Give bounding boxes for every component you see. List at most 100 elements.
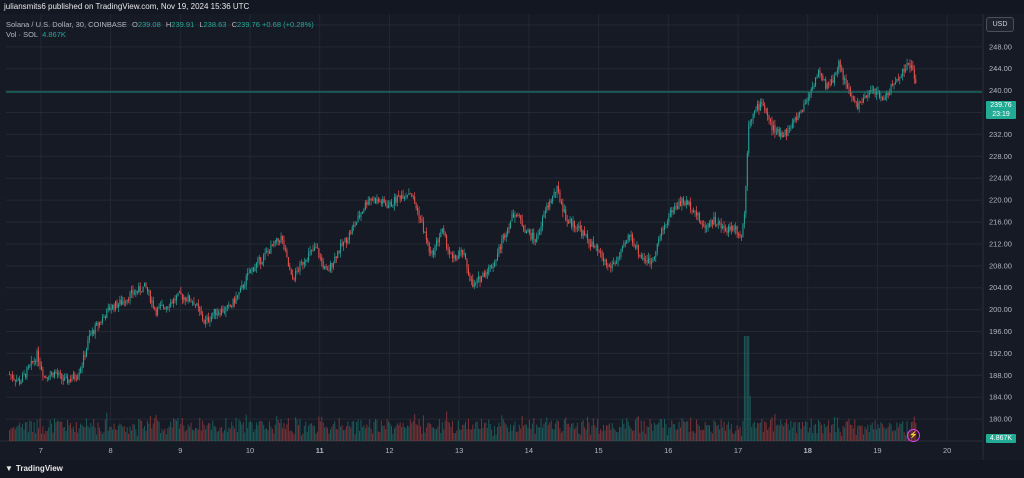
volume-bar	[261, 421, 263, 441]
candle-body	[237, 295, 239, 298]
volume-bar	[54, 418, 56, 441]
volume-bar	[656, 424, 658, 441]
volume-bar	[671, 420, 673, 441]
currency-button[interactable]: USD	[986, 17, 1014, 32]
change-value: +0.68 (+0.28%)	[262, 20, 314, 29]
volume-legend: Vol · SOL 4.867K	[6, 30, 66, 39]
candle-body	[465, 253, 467, 260]
volume-bar	[552, 428, 554, 441]
candle-body	[482, 272, 484, 277]
candle-body	[298, 270, 300, 272]
volume-bar	[566, 423, 568, 441]
candle-body	[579, 225, 581, 230]
volume-bar	[446, 411, 448, 441]
volume-bar	[878, 428, 880, 441]
volume-bar	[62, 427, 64, 441]
candle-body	[324, 266, 326, 269]
volume-bar	[884, 428, 886, 441]
candle-body	[189, 295, 191, 302]
volume-bar	[130, 430, 132, 441]
candle-body	[860, 101, 862, 103]
candle-body	[674, 206, 676, 211]
volume-bar	[491, 429, 493, 441]
candle-body	[255, 263, 257, 268]
candle-body	[399, 195, 401, 200]
candle-body	[691, 209, 693, 211]
candle-body	[681, 198, 683, 206]
tradingview-logo[interactable]: ▼ TradingView	[5, 464, 63, 473]
volume-bar	[286, 424, 288, 441]
volume-bar	[838, 427, 840, 441]
volume-bar	[788, 430, 790, 441]
candle-body	[653, 256, 655, 259]
volume-bar	[560, 432, 562, 441]
volume-bar	[694, 433, 696, 441]
volume-bar	[501, 415, 503, 441]
volume-bar	[373, 421, 375, 441]
candle-body	[68, 379, 70, 383]
candle-body	[711, 220, 713, 225]
volume-bar	[382, 425, 384, 441]
candle-body	[404, 196, 406, 199]
candle-body	[659, 236, 661, 239]
candle-body	[854, 99, 856, 102]
candle-body	[723, 225, 725, 229]
volume-bar	[611, 423, 613, 441]
candle-body	[902, 68, 904, 77]
candle-body	[726, 230, 728, 233]
candle-body	[59, 372, 61, 374]
volume-bar	[322, 422, 324, 441]
candle-body	[170, 302, 172, 307]
candle-body	[11, 375, 13, 379]
volume-bar	[536, 424, 538, 441]
candle-body	[613, 262, 615, 265]
candle-body	[449, 250, 451, 254]
candle-body	[559, 191, 561, 202]
volume-label[interactable]: Vol · SOL	[6, 30, 39, 39]
volume-bar	[228, 427, 230, 441]
volume-bar	[806, 422, 808, 441]
volume-bar	[325, 426, 327, 441]
candle-body	[584, 230, 586, 235]
volume-bar	[252, 432, 254, 441]
candle-body	[636, 245, 638, 248]
candle-body	[671, 209, 673, 213]
candle-body	[832, 79, 834, 83]
volume-bar	[417, 425, 419, 441]
candle-body	[290, 269, 292, 275]
volume-bar	[550, 420, 552, 441]
candle-body	[762, 103, 764, 105]
candle-body	[694, 211, 696, 213]
symbol-label[interactable]: Solana / U.S. Dollar, 30, COINBASE	[6, 20, 127, 29]
volume-bar	[761, 418, 763, 441]
volume-bar	[112, 429, 114, 441]
volume-bar	[282, 428, 284, 441]
volume-bar	[433, 427, 435, 441]
candle-body	[504, 234, 506, 238]
candle-body	[303, 262, 305, 265]
lightning-icon[interactable]: ⚡	[907, 429, 920, 442]
volume-bar	[299, 418, 301, 441]
candle-body	[69, 379, 71, 382]
volume-bar	[273, 433, 275, 441]
candle-body	[804, 102, 806, 104]
volume-bar	[498, 422, 500, 441]
volume-bar	[251, 422, 253, 441]
volume-bar	[858, 425, 860, 441]
volume-bar	[190, 422, 192, 441]
volume-bar	[563, 419, 565, 441]
volume-bar	[582, 420, 584, 441]
y-tick-label: 228.00	[989, 152, 1012, 161]
candle-body	[553, 191, 555, 196]
volume-bar	[280, 419, 282, 441]
candle-body	[687, 200, 689, 205]
volume-bar	[549, 422, 551, 441]
volume-bar	[359, 431, 361, 441]
volume-bar	[746, 336, 748, 441]
volume-bar	[755, 427, 757, 441]
candle-body	[825, 79, 827, 89]
candle-body	[892, 84, 894, 85]
volume-bar	[807, 432, 809, 441]
candle-body	[266, 251, 268, 253]
